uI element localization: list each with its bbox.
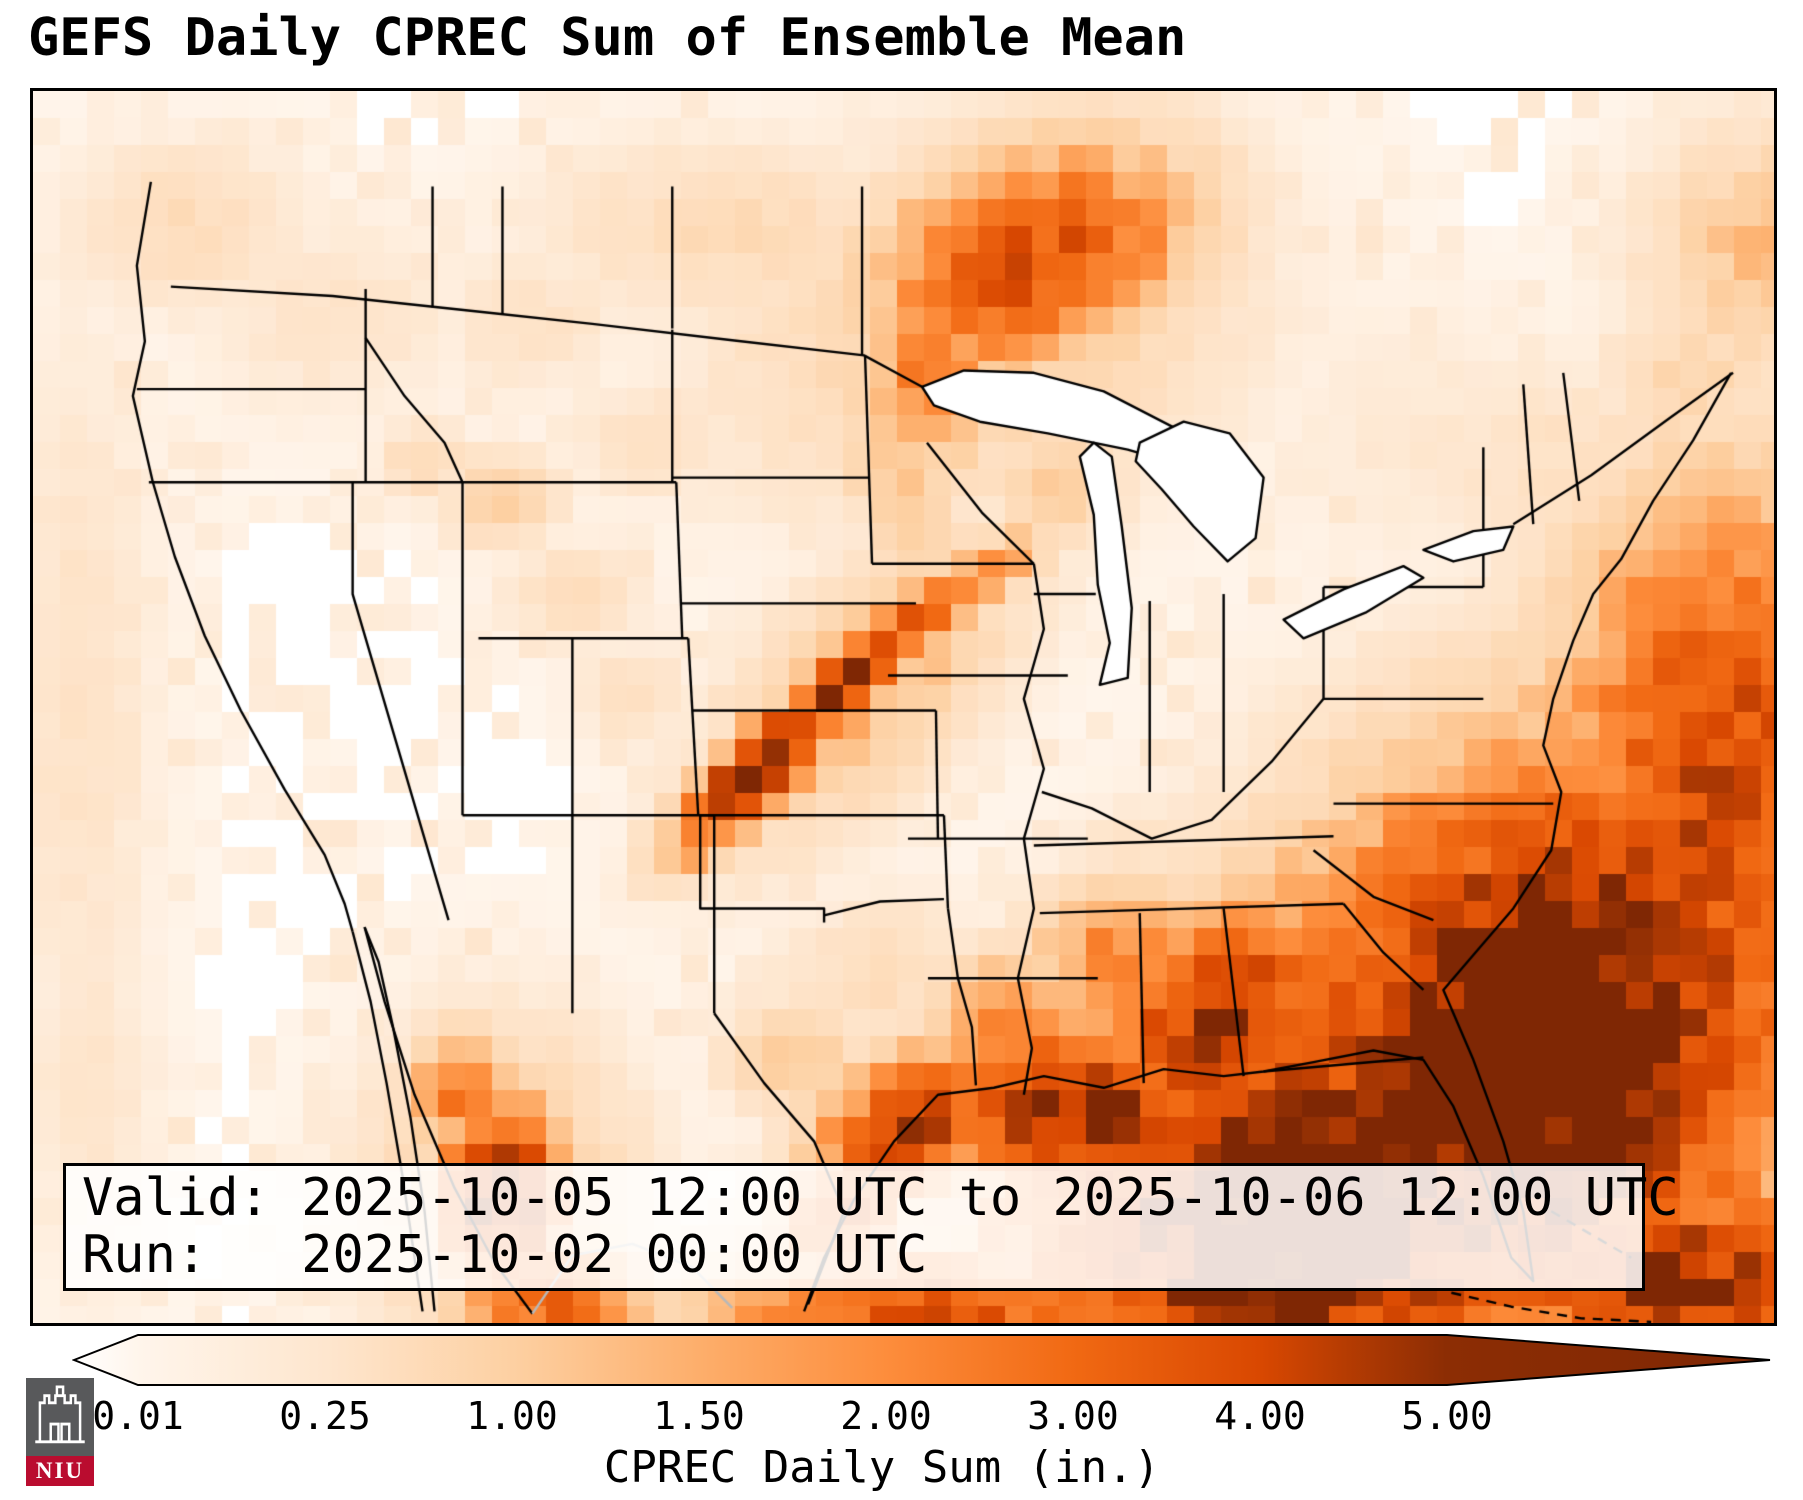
colorbar-label: CPREC Daily Sum (in.): [603, 1442, 1161, 1493]
colorbar-ticks: 0.01 0.25 1.00 1.50 2.00 3.00 4.00 5.00: [72, 1394, 1772, 1440]
colorbar-tick: 4.00: [1214, 1394, 1306, 1438]
colorbar-tick: 0.25: [279, 1394, 371, 1438]
niu-logo: NIU: [26, 1378, 94, 1486]
colorbar-tick: 3.00: [1027, 1394, 1119, 1438]
valid-line: Valid: 2025-10-05 12:00 UTC to 2025-10-0…: [82, 1168, 1679, 1228]
niu-wordmark: NIU: [26, 1456, 94, 1486]
niu-castle-icon: [26, 1378, 94, 1456]
validity-info-box: Valid: 2025-10-05 12:00 UTC to 2025-10-0…: [63, 1163, 1679, 1291]
colorbar-tick: 1.00: [466, 1394, 558, 1438]
chart-title: GEFS Daily CPREC Sum of Ensemble Mean: [28, 8, 1187, 68]
run-line: Run: 2025-10-02 00:00 UTC: [82, 1225, 928, 1285]
colorbar-tick: 2.00: [840, 1394, 932, 1438]
colorbar-tick: 0.01: [92, 1394, 184, 1438]
colorbar-tick: 5.00: [1401, 1394, 1493, 1438]
precip-map-canvas: [33, 91, 1774, 1323]
map-panel: Valid: 2025-10-05 12:00 UTC to 2025-10-0…: [30, 88, 1777, 1326]
colorbar-arrow-bar: [72, 1334, 1771, 1386]
colorbar: [72, 1334, 1771, 1386]
colorbar-tick: 1.50: [653, 1394, 745, 1438]
